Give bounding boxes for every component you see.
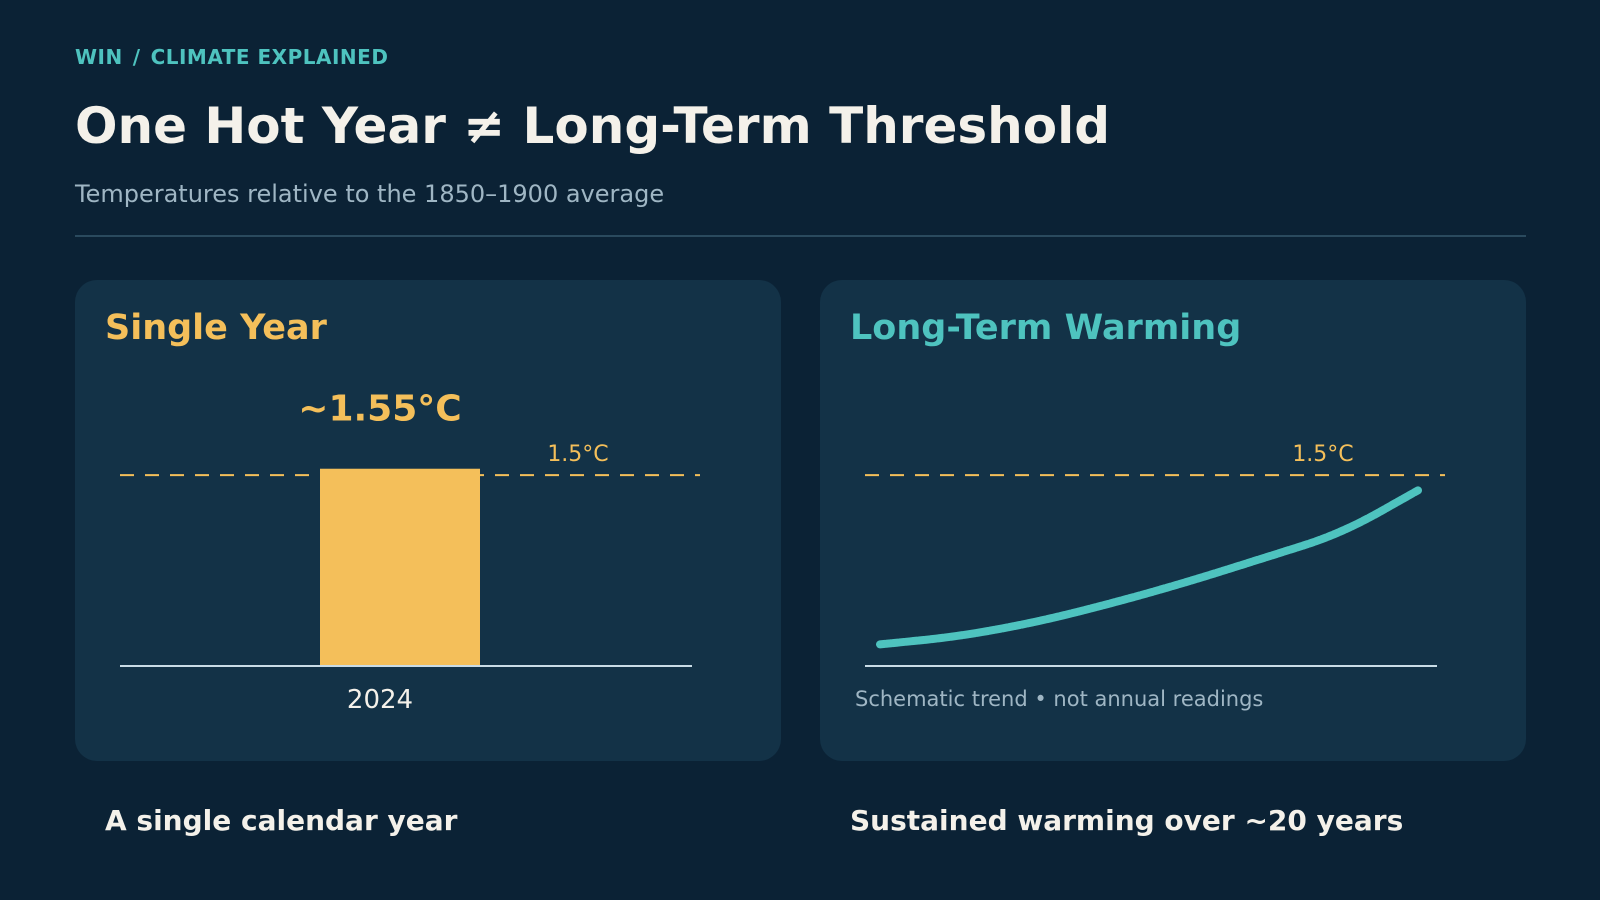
page-subtitle: Temperatures relative to the 1850–1900 a…	[75, 180, 665, 208]
breadcrumb-section[interactable]: WIN	[75, 45, 123, 69]
bar-value-label: ~1.55°C	[298, 389, 461, 430]
single-year-caption: A single calendar year	[105, 804, 458, 837]
single-year-chart: 1.5°C ~1.55°C 2024	[120, 389, 700, 715]
long-term-card: Long-Term Warming 1.5°C Schematic trend …	[820, 280, 1526, 761]
warming-trend-line	[876, 486, 1422, 649]
header-divider	[75, 235, 1526, 237]
breadcrumb-page[interactable]: CLIMATE EXPLAINED	[150, 45, 389, 69]
threshold-label: 1.5°C	[547, 442, 608, 467]
single-year-title: Single Year	[105, 308, 327, 348]
breadcrumb-separator: /	[132, 45, 141, 69]
page-title: One Hot Year ≠ Long-Term Threshold	[75, 97, 1111, 155]
x-tick-label-2024: 2024	[347, 685, 413, 715]
schematic-note: Schematic trend • not annual readings	[855, 687, 1263, 711]
long-term-title: Long-Term Warming	[850, 308, 1242, 348]
single-year-card: Single Year 1.5°C ~1.55°C 2024	[75, 280, 781, 761]
long-term-caption: Sustained warming over ~20 years	[850, 804, 1404, 837]
threshold-label: 1.5°C	[1292, 442, 1353, 467]
bar-2024	[320, 468, 480, 666]
breadcrumb: WIN / CLIMATE EXPLAINED	[75, 45, 388, 69]
long-term-chart: 1.5°C Schematic trend • not annual readi…	[855, 442, 1445, 711]
